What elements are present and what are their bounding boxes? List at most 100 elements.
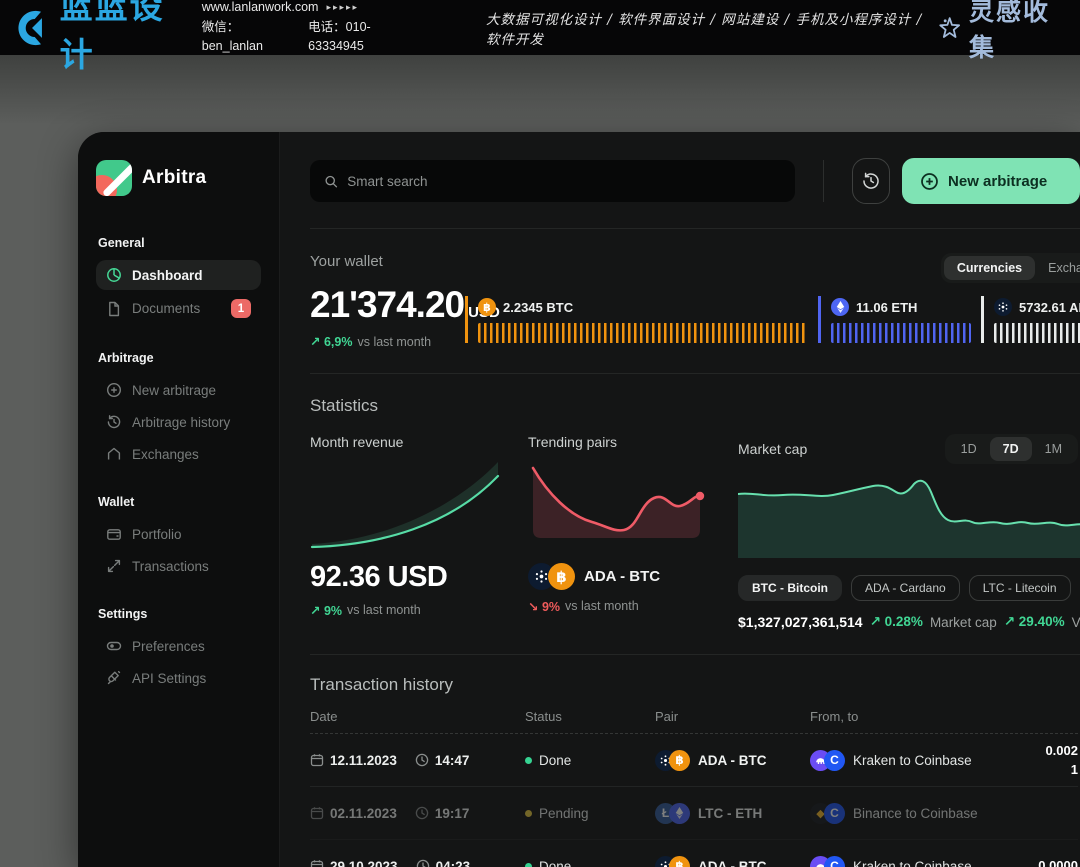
clock-icon	[416, 859, 429, 867]
document-icon	[109, 301, 120, 316]
transfer-arrows-icon	[107, 559, 121, 573]
market-cap-value: $1,327,027,361,514	[738, 614, 863, 630]
table-row[interactable]: 29.10.2023 04:23 Done ฿ ADA - BTC	[310, 840, 1078, 867]
toggle-currencies[interactable]: Currencies	[943, 256, 1036, 280]
market-cap-pairs: BTC - Bitcoin ADA - Cardano LTC - Liteco…	[738, 575, 1080, 601]
history-button[interactable]	[851, 158, 891, 204]
nav-section-arbitrage: Arbitrage	[98, 351, 154, 365]
sidebar-item-transactions[interactable]: Transactions	[96, 551, 261, 581]
tx-route: ◆ C Binance to Coinbase	[810, 802, 1010, 824]
sidebar-item-label: Arbitrage history	[132, 414, 231, 430]
tx-time: 19:17	[434, 805, 470, 821]
holding-btc[interactable]: ฿ 2.2345 BTC	[465, 296, 808, 343]
ltc-coin-icon: Ł	[655, 802, 676, 824]
statistics-row: Month revenue 92.36 USD ↗ 9% vs last mon…	[310, 434, 1080, 630]
sidebar-item-label: Preferences	[132, 638, 205, 654]
tx-route: C Kraken to Coinbase	[810, 855, 1010, 867]
col-status: Status	[525, 709, 562, 724]
range-toggle: 1D 7D 1M	[944, 434, 1078, 464]
btc-coin-icon: ฿	[548, 563, 575, 590]
sidebar-item-arbitrage-history[interactable]: Arbitrage history	[96, 407, 261, 437]
trending-pair-label: ADA - BTC	[584, 568, 661, 585]
plus-circle-icon	[921, 172, 938, 190]
sidebar-item-label: API Settings	[132, 670, 207, 686]
nav-section-settings: Settings	[98, 607, 148, 621]
clock-icon	[415, 806, 429, 820]
holding-amount: 5732.61 ADA	[1019, 299, 1080, 315]
section-divider	[310, 228, 1080, 229]
topbar: New arbitrage	[310, 158, 1080, 204]
pill-ada-cardano[interactable]: ADA - Cardano	[851, 575, 960, 601]
sidebar-item-exchanges[interactable]: Exchanges	[96, 439, 261, 469]
sidebar-item-portfolio[interactable]: Portfolio	[96, 519, 261, 549]
month-revenue-delta: ↗ 9% vs last month	[310, 603, 421, 618]
collection-brand[interactable]: 灵感收集	[938, 0, 1066, 64]
sidebar-item-new-arbitrage[interactable]: New arbitrage	[96, 375, 261, 405]
range-1d[interactable]: 1D	[960, 442, 977, 456]
sidebar-item-documents[interactable]: Documents 1	[96, 292, 261, 325]
toggle-exchanges[interactable]: Exchanges	[1048, 261, 1080, 275]
nav-section-wallet: Wallet	[98, 495, 135, 509]
btc-ticks	[478, 323, 808, 343]
sidebar-item-label: Portfolio	[132, 526, 182, 542]
month-revenue-label: Month revenue	[310, 434, 404, 450]
tx-pair: Ł LTC - ETH	[655, 802, 810, 824]
market-cap-label: Market cap	[738, 441, 808, 457]
up-arrow-icon: ↗	[1003, 614, 1016, 629]
toggle-icon	[106, 641, 122, 651]
range-7d[interactable]: 7D	[989, 437, 1032, 461]
coinbase-icon: C	[824, 749, 845, 771]
sidebar-item-label: Exchanges	[132, 446, 199, 462]
banner-contact: www.lanlanwork.com ▸▸▸▸▸ 微信：ben_lanlan 电…	[202, 0, 414, 57]
eth-coin-icon	[831, 298, 849, 316]
btc-coin-icon: ฿	[478, 298, 496, 316]
wallet-title: Your wallet	[310, 253, 383, 270]
market-cap-stats: $1,327,027,361,514 ↗ 0.28% Market cap ↗ …	[738, 614, 1080, 630]
new-arbitrage-button[interactable]: New arbitrage	[902, 158, 1080, 204]
table-row[interactable]: 12.11.2023 14:47 Done ฿ ADA - BTC	[310, 734, 1078, 787]
banner-wechat: 微信：ben_lanlan	[201, 19, 263, 54]
table-row[interactable]: 02.11.2023 19:17 Pending Ł LTC - ETH ◆	[310, 787, 1078, 840]
holding-eth[interactable]: 11.06 ETH	[818, 296, 971, 343]
search-icon	[325, 175, 338, 188]
nav-section-general: General	[98, 236, 145, 250]
eth-ticks	[831, 323, 971, 343]
statistics-title: Statistics	[310, 396, 379, 415]
plug-icon	[107, 670, 121, 685]
wallet-icon	[107, 529, 121, 540]
plus-circle-icon	[106, 382, 122, 398]
arbitra-logo-icon	[96, 160, 132, 196]
trending-pairs-delta: ↘ 9% vs last month	[528, 599, 639, 614]
calendar-icon	[310, 807, 324, 820]
search-input[interactable]	[347, 173, 781, 189]
lanlan-logo-icon	[18, 10, 42, 45]
search-bar[interactable]	[310, 160, 795, 202]
sidebar-item-label: Dashboard	[132, 267, 203, 283]
site-brand: 蓝蓝设计	[14, 0, 186, 76]
site-banner: 蓝蓝设计 www.lanlanwork.com ▸▸▸▸▸ 微信：ben_lan…	[0, 0, 1080, 73]
wallet-section: Your wallet 21'374.20USD ↗ 6,9% vs last …	[310, 253, 1080, 349]
holding-amount: 2.2345 BTC	[503, 299, 574, 315]
status-dot-icon	[525, 862, 532, 867]
banner-arrows: ▸▸▸▸▸	[326, 2, 360, 13]
section-divider	[310, 654, 1080, 655]
trending-pairs-label: Trending pairs	[528, 434, 617, 450]
trending-pairs-chart	[531, 466, 705, 538]
pill-ltc-litecoin[interactable]: LTC - Litecoin	[968, 575, 1071, 601]
sidebar-item-preferences[interactable]: Preferences	[96, 631, 261, 661]
topbar-divider	[822, 160, 824, 202]
tx-amount: 0.002 1	[1045, 742, 1078, 778]
collection-name: 灵感收集	[968, 0, 1050, 62]
month-revenue-value: 92.36 USD	[310, 561, 448, 593]
col-from-to: From, to	[810, 709, 859, 724]
holding-ada[interactable]: 5732.61 ADA	[981, 296, 1080, 343]
banner-website[interactable]: www.lanlanwork.com	[201, 0, 319, 15]
tx-pair: ฿ ADA - BTC	[655, 855, 810, 867]
sidebar-item-dashboard[interactable]: Dashboard	[96, 260, 261, 290]
pill-btc-bitcoin[interactable]: BTC - Bitcoin	[738, 575, 842, 601]
status-dot-icon	[525, 756, 532, 764]
binance-icon: ◆	[810, 802, 831, 824]
sidebar-item-api-settings[interactable]: API Settings	[96, 663, 261, 693]
dashboard-window: Arbitra General Dashboard Documents 1 Ar…	[78, 132, 1080, 867]
range-1m[interactable]: 1M	[1044, 442, 1062, 456]
